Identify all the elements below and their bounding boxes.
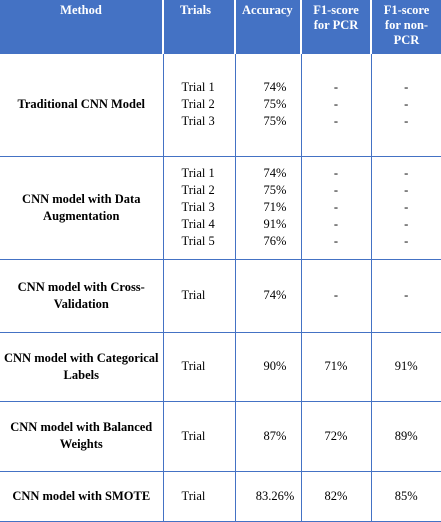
header-method: Method: [0, 0, 164, 54]
method-cell: CNN model with Data Augmentation: [0, 156, 164, 260]
f1-non-pcr-cell: - - -: [371, 54, 441, 157]
f1-pcr-value: -: [333, 80, 339, 95]
method-cell: CNN model with SMOTE: [0, 471, 164, 522]
f1-pcr-value: -: [333, 166, 339, 180]
accuracy-value: 83.26%: [255, 488, 295, 503]
f1-pcr-value: -: [333, 97, 339, 112]
f1-pcr-cell: 71%: [301, 332, 372, 402]
trial-label: Trial 1: [181, 166, 215, 180]
trial-label: Trial 1: [181, 80, 215, 95]
trial-label: Trial: [181, 488, 206, 503]
accuracy-value: 91%: [263, 217, 287, 231]
accuracy-cell: 87%: [235, 401, 302, 472]
table-row: CNN model with SMOTE Trial 83.26% 82% 85%: [0, 471, 441, 522]
accuracy-value: 87%: [263, 428, 287, 443]
table-row: Traditional CNN Model Trial 1 Trial 2 Trial…: [0, 54, 441, 157]
header-accuracy: Accuracy: [235, 0, 302, 54]
accuracy-cell: 74% 75% 75%: [235, 54, 302, 157]
f1-pcr-cell: - - - - -: [301, 156, 372, 260]
accuracy-cell: 74%: [235, 259, 302, 333]
f1-pcr-value: 72%: [324, 428, 348, 443]
f1-non-pcr-value: -: [404, 166, 409, 180]
trial-cell: Trial: [163, 471, 236, 522]
f1-non-pcr-cell: 91%: [371, 332, 441, 402]
accuracy-value: 71%: [263, 200, 287, 214]
trial-label: Trial 2: [181, 97, 215, 112]
f1-non-pcr-cell: 85%: [371, 471, 441, 522]
accuracy-value: 90%: [263, 359, 287, 373]
header-trials: Trials: [163, 0, 236, 54]
trial-label: Trial 4: [181, 217, 215, 231]
f1-pcr-cell: -: [301, 259, 372, 333]
trial-cell: Trial 1 Trial 2 Trial 3 Trial 4 Trial 5: [163, 156, 236, 260]
accuracy-value: 74%: [263, 80, 287, 95]
accuracy-cell: 90%: [235, 332, 302, 402]
f1-non-pcr-value: -: [404, 97, 409, 112]
accuracy-value: 75%: [263, 114, 287, 129]
f1-non-pcr-value: -: [404, 80, 409, 95]
f1-pcr-value: -: [333, 114, 339, 129]
f1-pcr-value: -: [333, 288, 339, 302]
table-row: CNN model with Balanced Weights Trial 87% 7…: [0, 401, 441, 472]
table-row: CNN model with Categorical Labels Trial 90…: [0, 332, 441, 402]
f1-pcr-cell: 72%: [301, 401, 372, 472]
trial-label: Trial 2: [181, 183, 215, 197]
f1-non-pcr-value: -: [404, 234, 409, 248]
f1-pcr-value: -: [333, 217, 339, 231]
f1-pcr-value: 71%: [324, 359, 348, 373]
f1-non-pcr-value: -: [404, 183, 409, 197]
method-cell: Traditional CNN Model: [0, 54, 164, 157]
trial-cell: Trial: [163, 259, 236, 333]
f1-non-pcr-cell: 89%: [371, 401, 441, 472]
f1-non-pcr-value: -: [404, 200, 409, 214]
f1-non-pcr-value: 85%: [394, 488, 418, 503]
header-row: Method Trials Accuracy F1-score for PCR …: [0, 0, 441, 54]
f1-pcr-value: -: [333, 234, 339, 248]
trial-label: Trial 5: [181, 234, 215, 248]
table-row: CNN model with Cross-Validation Trial 74% -…: [0, 259, 441, 333]
trial-cell: Trial: [163, 332, 236, 402]
trial-label: Trial: [181, 428, 206, 443]
f1-non-pcr-cell: -: [371, 259, 441, 333]
f1-non-pcr-value: 91%: [394, 359, 418, 373]
trial-label: Trial 3: [181, 200, 215, 214]
accuracy-value: 74%: [263, 288, 287, 302]
f1-pcr-value: -: [333, 183, 339, 197]
method-cell: CNN model with Balanced Weights: [0, 401, 164, 472]
f1-non-pcr-value: -: [404, 288, 409, 302]
accuracy-value: 75%: [263, 183, 287, 197]
trial-cell: Trial: [163, 401, 236, 472]
table-body: Traditional CNN Model Trial 1 Trial 2 Trial…: [0, 54, 441, 522]
f1-non-pcr-value: 89%: [394, 428, 418, 443]
header-f1-non-pcr: F1-score for non-PCR: [371, 0, 441, 54]
f1-pcr-cell: - - -: [301, 54, 372, 157]
method-cell: CNN model with Categorical Labels: [0, 332, 164, 402]
f1-non-pcr-value: -: [404, 217, 409, 231]
f1-pcr-cell: 82%: [301, 471, 372, 522]
trial-label: Trial: [181, 359, 206, 373]
f1-pcr-value: -: [333, 200, 339, 214]
trial-label: Trial 3: [181, 114, 215, 129]
accuracy-cell: 74% 75% 71% 91% 76%: [235, 156, 302, 260]
f1-non-pcr-cell: - - - - -: [371, 156, 441, 260]
accuracy-value: 74%: [263, 166, 287, 180]
f1-non-pcr-value: -: [404, 114, 409, 129]
accuracy-value: 75%: [263, 97, 287, 112]
trial-cell: Trial 1 Trial 2 Trial 3: [163, 54, 236, 157]
method-cell: CNN model with Cross-Validation: [0, 259, 164, 333]
header-f1-pcr: F1-score for PCR: [301, 0, 372, 54]
accuracy-cell: 83.26%: [235, 471, 302, 522]
trial-label: Trial: [181, 288, 206, 302]
f1-pcr-value: 82%: [324, 488, 348, 503]
accuracy-value: 76%: [263, 234, 287, 248]
